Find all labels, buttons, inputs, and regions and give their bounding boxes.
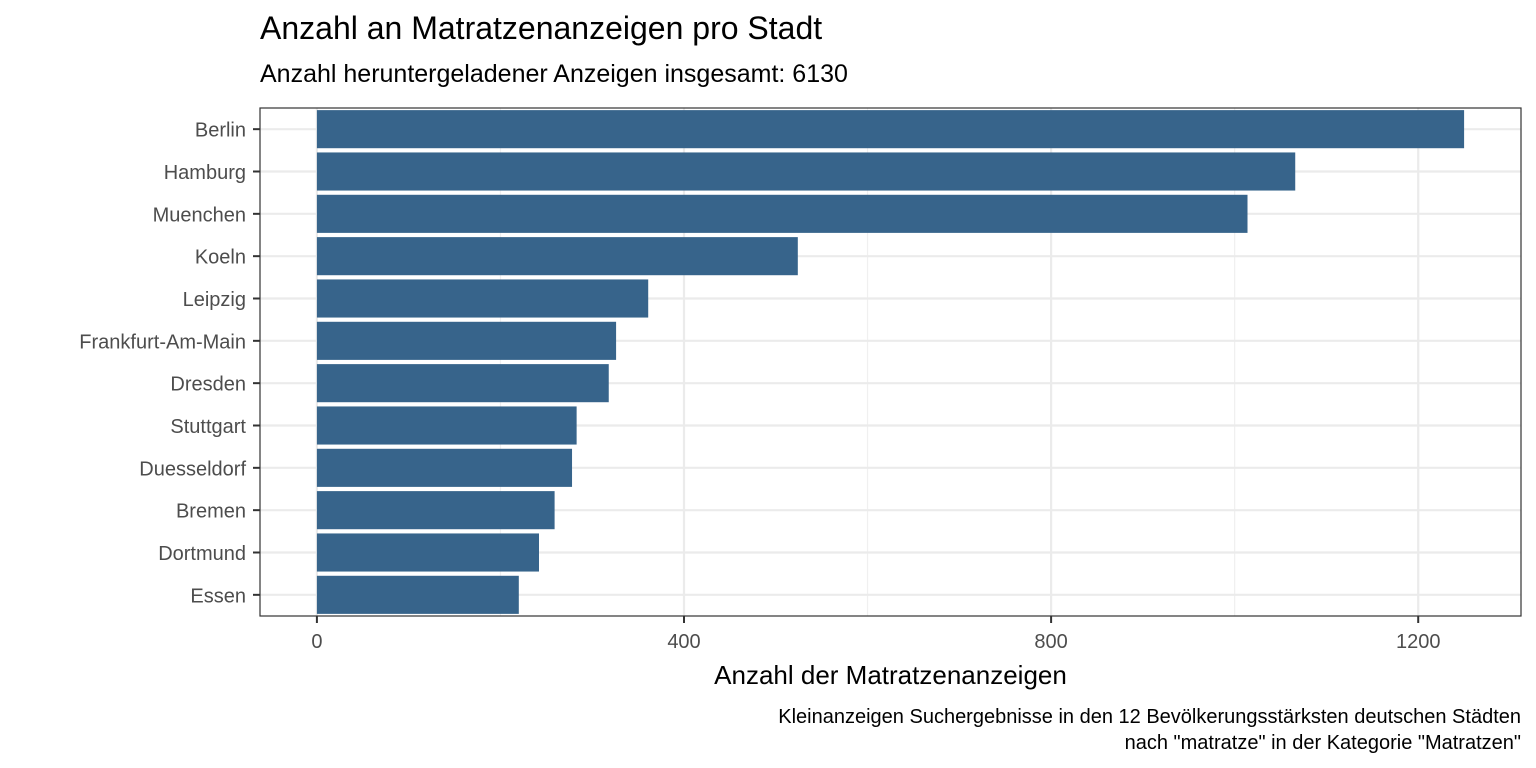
bar — [316, 152, 1296, 191]
panel-border — [259, 107, 1522, 617]
y-tick-label: Dresden — [170, 374, 246, 396]
caption-line-1: Kleinanzeigen Suchergebnisse in den 12 B… — [778, 706, 1521, 728]
bar — [316, 533, 539, 572]
y-tick-label: Duesseldorf — [139, 458, 246, 480]
x-axis-title: Anzahl der Matratzenanzeigen — [714, 660, 1067, 690]
plot-panel — [260, 108, 1521, 616]
y-tick-label: Bremen — [176, 501, 246, 523]
x-tick-label: 800 — [1034, 631, 1067, 653]
y-tick-label: Hamburg — [164, 162, 246, 184]
y-tick-label: Koeln — [195, 247, 246, 269]
caption-line-2: nach "matratze" in der Kategorie "Matrat… — [1124, 732, 1521, 754]
y-tick-label: Frankfurt-Am-Main — [79, 331, 246, 353]
y-tick-label: Muenchen — [153, 204, 246, 226]
bar — [316, 575, 519, 614]
bar — [316, 448, 573, 487]
y-tick-label: Dortmund — [158, 543, 246, 565]
x-tick-label: 1200 — [1396, 631, 1441, 653]
bar — [316, 364, 609, 403]
chart-title: Anzahl an Matratzenanzeigen pro Stadt — [260, 10, 823, 46]
chart-subtitle: Anzahl heruntergeladener Anzeigen insges… — [260, 60, 848, 88]
x-tick-label: 400 — [667, 631, 700, 653]
bar — [316, 279, 649, 318]
y-tick-label: Berlin — [195, 120, 246, 142]
bar — [316, 110, 1465, 149]
bar — [316, 194, 1248, 233]
bar — [316, 406, 577, 445]
bar — [316, 237, 798, 276]
y-tick-label: Stuttgart — [170, 416, 246, 438]
bar — [316, 321, 617, 360]
chart-caption: Kleinanzeigen Suchergebnisse in den 12 B… — [778, 704, 1521, 756]
y-tick-label: Leipzig — [183, 289, 246, 311]
x-tick-label: 0 — [311, 631, 322, 653]
bar — [316, 491, 555, 530]
y-tick-label: Essen — [190, 585, 246, 607]
